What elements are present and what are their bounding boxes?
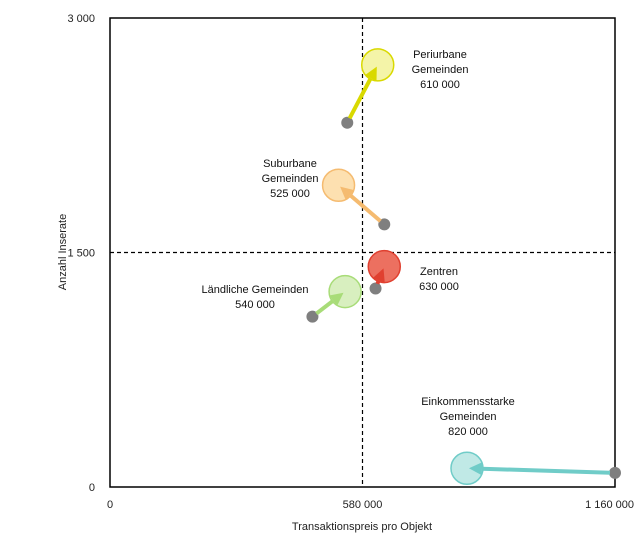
arrow-shaft [348,193,382,223]
series-label-line: Einkommensstarke [421,396,515,408]
x-tick-label: 580 000 [343,499,383,511]
series-label-line: 525 000 [270,188,310,200]
arrow-head [340,186,355,200]
x-axis-ticks: 0 580 000 1 160 000 [107,499,634,511]
series-label: Periurbane Gemeinden 610 000 [412,49,469,91]
x-tick-label: 0 [107,499,113,511]
series-label-line: Gemeinden [412,64,469,76]
arrow-shaft [481,466,611,475]
series-label-line: 630 000 [419,281,459,293]
y-tick-label: 0 [89,482,95,494]
series-label-line: Gemeinden [262,173,319,185]
series-label-line: Ländliche Gemeinden [201,284,308,296]
x-axis-title: Transaktionspreis pro Objekt [292,521,432,533]
arrow-shaft [375,279,381,285]
x-tick-label: 1 160 000 [585,499,634,511]
y-axis-title: Anzahl Inserate [57,214,69,290]
origin-point [306,310,319,323]
series-label-line: Periurbane [413,49,467,61]
origin-point [369,282,382,295]
series-label-line: Gemeinden [440,411,497,423]
series-label: Suburbane Gemeinden 525 000 [262,158,319,200]
arrow-shaft [315,299,335,316]
arrow-shaft [347,77,373,120]
series-label-line: Zentren [420,266,458,278]
target-circle [360,48,395,82]
arrow-head [468,462,483,476]
origin-point [378,218,391,231]
series-label-line: Suburbane [263,158,317,170]
series-label: Zentren 630 000 [419,266,459,293]
series-label-line: 610 000 [420,79,460,91]
target-circle [328,274,362,309]
arrow-group [450,451,621,485]
series-label: Einkommensstarke Gemeinden 820 000 [421,396,515,438]
series-label-line: 540 000 [235,299,275,311]
arrow-group [367,249,402,295]
y-tick-label: 1 500 [67,248,95,260]
arrow-head [372,268,385,283]
series-label-line: 820 000 [448,426,488,438]
y-axis-ticks: 0 1 500 3 000 [67,13,95,494]
arrow-head [364,66,377,82]
arrow-group [321,168,391,231]
arrow-group [341,48,395,129]
arrow-head [329,292,344,306]
y-tick-label: 3 000 [67,13,95,25]
origin-point [341,116,354,129]
arrow-group [306,274,362,323]
series-label: Ländliche Gemeinden 540 000 [201,284,308,311]
series-annotations: Periurbane Gemeinden 610 000 Suburbane Gemei… [201,49,514,438]
origin-point [609,466,621,479]
arrow-series [306,48,621,485]
